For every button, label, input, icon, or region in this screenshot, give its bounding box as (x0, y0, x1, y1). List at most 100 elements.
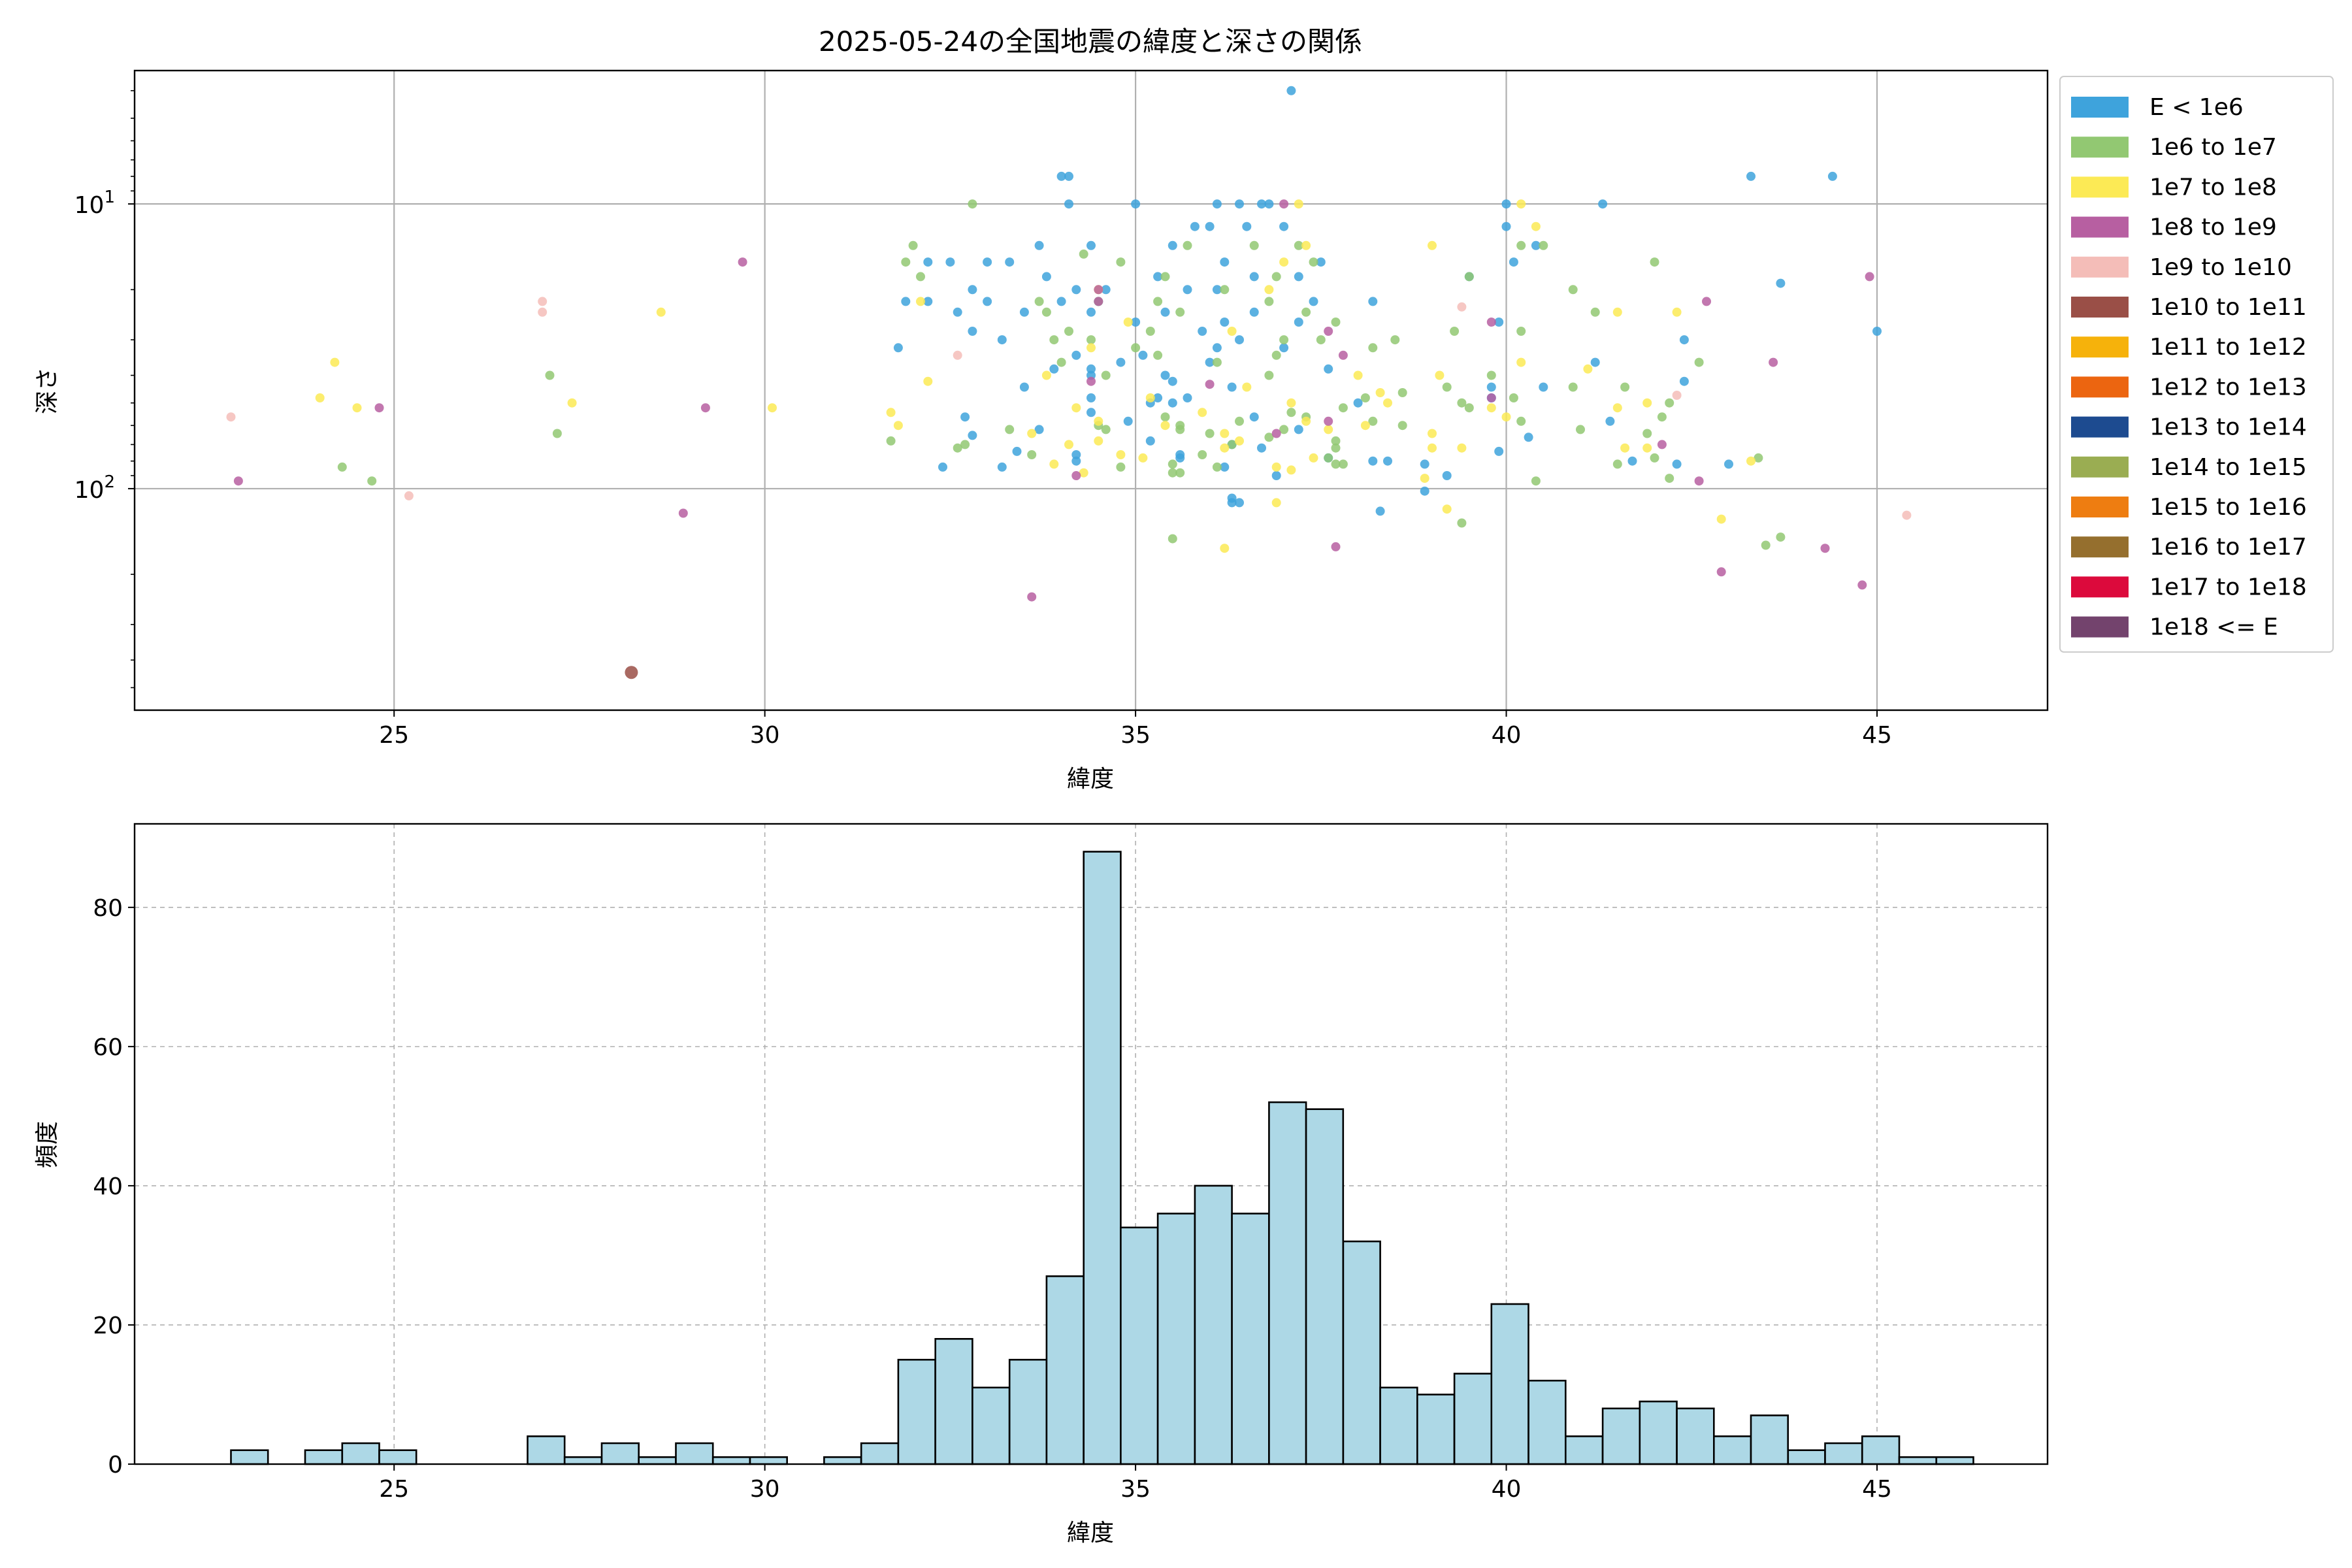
scatter-y-axis-label: 深さ (34, 367, 61, 414)
scatter-point (545, 370, 555, 380)
legend-swatch (2071, 376, 2129, 398)
histogram-bar (1120, 1226, 1159, 1465)
scatter-point (953, 443, 962, 453)
scatter-point (1324, 416, 1333, 426)
scatter-point (1205, 380, 1215, 389)
scatter-point (968, 199, 977, 209)
scatter-point (1249, 240, 1259, 250)
scatter-point (1679, 376, 1689, 386)
scatter-point (1227, 382, 1237, 392)
scatter-point (1442, 504, 1452, 514)
scatter-point (1672, 307, 1682, 317)
scatter-point (1056, 297, 1066, 306)
scatter-point (1316, 335, 1326, 345)
scatter-point (1872, 327, 1882, 336)
scatter-panel: 2025-05-24の全国地震の緯度と深さの関係 25 30 35 40 45 1011… (34, 25, 2334, 792)
scatter-point (1101, 370, 1111, 380)
scatter-point (1064, 171, 1073, 181)
scatter-point (1776, 532, 1786, 542)
scatter-point (1101, 425, 1111, 434)
histogram-bar (1713, 1435, 1752, 1465)
histogram-bar (1676, 1407, 1715, 1465)
histogram-bar (304, 1449, 344, 1465)
scatter-point (1620, 382, 1630, 392)
scatter-point (1012, 446, 1022, 456)
histogram-bar (1787, 1449, 1826, 1465)
scatter-point (1820, 544, 1830, 553)
scatter-point (1516, 416, 1526, 426)
scatter-point (1198, 327, 1207, 336)
scatter-point (700, 403, 710, 413)
scatter-point (330, 357, 340, 367)
histogram-bar (860, 1442, 900, 1465)
scatter-point (1168, 398, 1177, 408)
scatter-point (768, 403, 777, 413)
scatter-point (1294, 425, 1303, 434)
scatter-point (1716, 514, 1726, 524)
scatter-point (1071, 450, 1081, 459)
scatter-point (1464, 272, 1474, 282)
scatter-point (538, 307, 547, 317)
scatter-point (1420, 474, 1429, 483)
scatter-point (1183, 240, 1192, 250)
scatter-point (1264, 433, 1274, 442)
scatter-point (1264, 297, 1274, 306)
scatter-point (1175, 468, 1185, 478)
scatter-point (1494, 446, 1504, 456)
scatter-point (226, 412, 236, 422)
scatter-point (1857, 580, 1867, 590)
scatter-point (1271, 429, 1281, 438)
scatter-point (1041, 272, 1051, 282)
scatter-point (1160, 272, 1170, 282)
scatter-point (1116, 450, 1126, 459)
scatter-point (1220, 429, 1230, 438)
scatter-point (893, 421, 903, 431)
scatter-point (1123, 416, 1133, 426)
scatter-point (1286, 86, 1296, 95)
scatter-point (1041, 370, 1051, 380)
scatter-point (968, 431, 977, 440)
histogram-bars (230, 851, 1974, 1465)
scatter-point (1220, 544, 1230, 553)
histogram-bar (711, 1456, 751, 1465)
histogram-x-axis-label: 緯度 (1067, 1520, 1114, 1546)
chart-title: 2025-05-24の全国地震の緯度と深さの関係 (819, 25, 1362, 57)
histogram-bar (1898, 1456, 1938, 1465)
histogram-x-ticks: 25 30 35 40 45 (379, 1464, 1892, 1503)
scatter-point (1702, 297, 1711, 306)
scatter-point (1168, 376, 1177, 386)
scatter-point (1175, 307, 1185, 317)
scatter-point (1769, 357, 1778, 367)
histogram-bar (341, 1442, 380, 1465)
scatter-point (567, 398, 577, 408)
scatter-point (960, 440, 970, 449)
scatter-x-tick-label: 45 (1862, 722, 1892, 749)
scatter-point (1079, 468, 1088, 478)
scatter-point (1375, 506, 1385, 516)
scatter-point (625, 666, 638, 679)
scatter-point (1516, 240, 1526, 250)
histogram-bar (1565, 1435, 1604, 1465)
legend-swatch (2071, 297, 2129, 318)
scatter-point (1071, 403, 1081, 413)
scatter-point (1212, 357, 1222, 367)
scatter-point (1056, 171, 1066, 181)
scatter-point (1568, 285, 1578, 295)
scatter-point (1331, 459, 1341, 469)
scatter-point (1160, 412, 1170, 422)
scatter-point (1138, 350, 1148, 360)
scatter-point (901, 297, 911, 306)
histogram-bar (972, 1386, 1011, 1465)
scatter-point (953, 350, 962, 360)
scatter-point (1338, 350, 1348, 360)
histogram-bar (749, 1456, 789, 1465)
scatter-point (1257, 199, 1266, 209)
scatter-point (352, 403, 362, 413)
scatter-point (538, 297, 547, 306)
scatter-point (1301, 416, 1311, 426)
legend-swatch (2071, 576, 2129, 598)
scatter-point (1761, 540, 1771, 550)
scatter-x-tick-label: 30 (750, 722, 780, 749)
scatter-point (1086, 408, 1096, 417)
